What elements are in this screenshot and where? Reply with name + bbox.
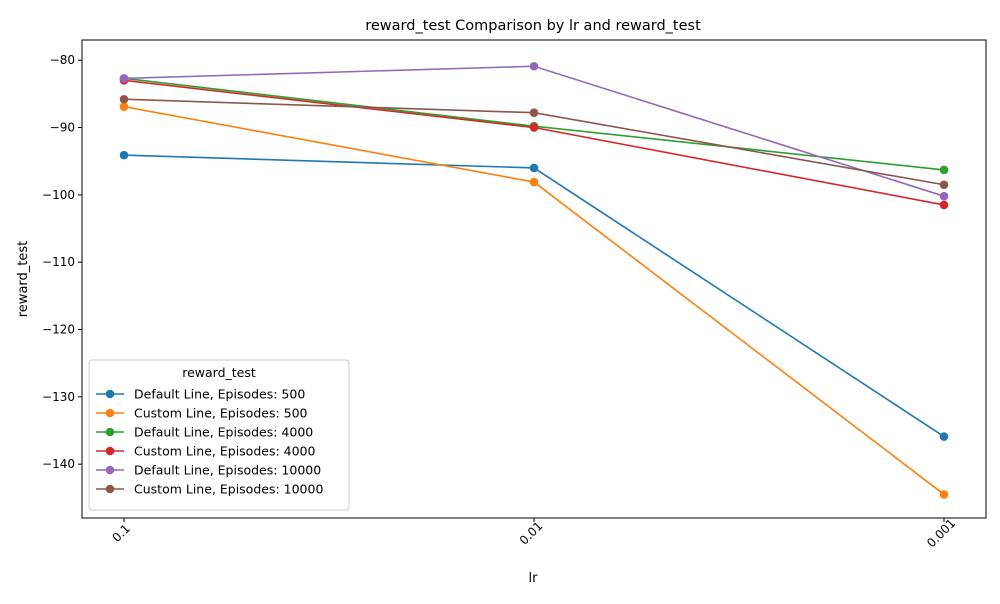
data-point (939, 432, 949, 441)
data-point (529, 163, 539, 173)
data-point (939, 165, 949, 175)
legend-item: Custom Line, Episodes: 4000 (96, 444, 316, 459)
legend-item: Custom Line, Episodes: 500 (96, 406, 308, 421)
legend-marker (105, 389, 115, 399)
data-point (529, 123, 539, 132)
legend-item: Default Line, Episodes: 10000 (96, 463, 321, 478)
data-point (119, 74, 129, 83)
data-point (939, 200, 949, 210)
legend-label: Default Line, Episodes: 4000 (134, 425, 313, 440)
y-tick-label: −80 (50, 53, 75, 67)
legend-title: reward_test (182, 365, 256, 380)
y-axis: −80 −90 −100 −110 −120 −130 −140 (42, 53, 82, 471)
legend-label: Custom Line, Episodes: 10000 (134, 482, 323, 497)
data-point (119, 150, 129, 160)
data-point (939, 490, 949, 499)
legend-label: Custom Line, Episodes: 4000 (134, 444, 316, 459)
series-1 (119, 150, 949, 441)
y-tick-label: −110 (42, 255, 75, 269)
legend-label: Default Line, Episodes: 500 (134, 387, 305, 402)
legend-label: Custom Line, Episodes: 500 (134, 406, 308, 421)
x-tick-label: 0.1 (109, 521, 132, 544)
legend-box (88, 359, 350, 511)
y-tick-label: −140 (42, 457, 75, 471)
series-5 (119, 61, 949, 201)
legend-label: Default Line, Episodes: 10000 (134, 463, 321, 478)
legend-marker (105, 446, 115, 456)
y-tick-label: −90 (50, 121, 75, 135)
series-6 (119, 94, 949, 190)
data-point (529, 61, 539, 71)
legend: reward_test Default Line, Episodes: 500 C… (88, 359, 350, 511)
data-point (529, 108, 539, 118)
legend-item: Default Line, Episodes: 4000 (96, 425, 313, 440)
legend-marker (105, 465, 115, 475)
chart-title: reward_test Comparison by lr and reward_… (365, 18, 701, 34)
legend-marker (105, 408, 115, 418)
x-tick-label: 0.01 (517, 519, 546, 548)
legend-item: Custom Line, Episodes: 10000 (96, 482, 323, 497)
legend-items: Default Line, Episodes: 500 Custom Line, … (96, 387, 323, 497)
data-point (529, 177, 539, 187)
x-axis-label: lr (529, 571, 539, 586)
legend-item: Default Line, Episodes: 500 (96, 387, 305, 402)
data-point (939, 191, 949, 201)
x-tick-label: 0.001 (924, 516, 958, 550)
legend-marker (105, 427, 115, 437)
series-layer (119, 61, 949, 499)
data-point (119, 94, 129, 104)
series-2 (119, 102, 949, 499)
y-tick-label: −100 (42, 188, 75, 202)
data-point (119, 102, 129, 111)
legend-marker (105, 484, 115, 494)
y-tick-label: −120 (42, 322, 75, 336)
series-4 (119, 76, 949, 210)
y-axis-label: reward_test (16, 241, 31, 318)
y-tick-label: −130 (42, 390, 75, 404)
data-point (939, 180, 949, 190)
x-axis: 0.1 0.01 0.001 (109, 516, 958, 550)
